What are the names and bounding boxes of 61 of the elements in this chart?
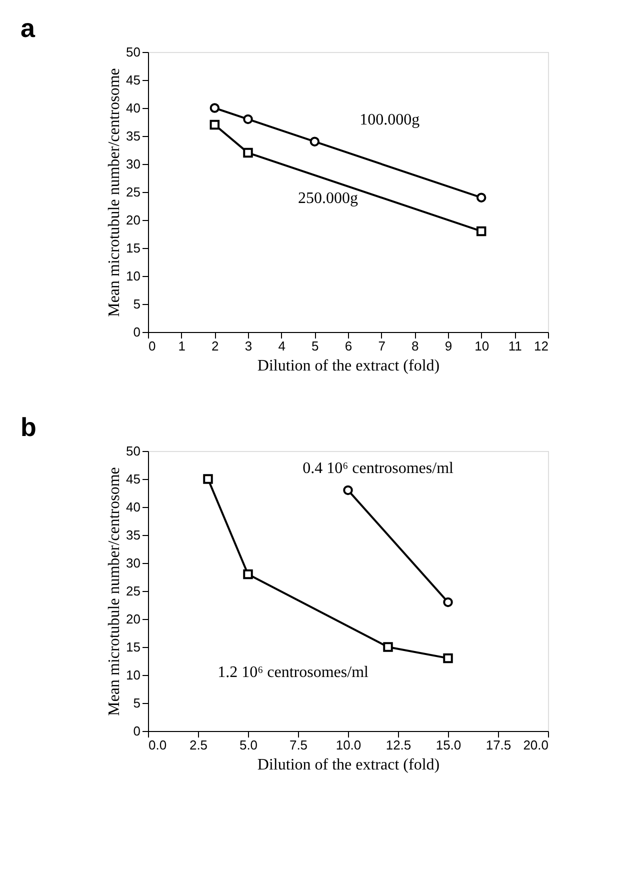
x-tick-label: 7.5 — [289, 738, 308, 752]
chart-title: b — [20, 412, 36, 442]
y-tick-label: 5 — [133, 696, 140, 710]
x-tick-label: 12.5 — [386, 738, 412, 752]
y-tick-label: 20 — [126, 212, 140, 228]
point — [310, 136, 320, 146]
series-label: 250.000g — [298, 190, 358, 207]
x-axis-title: Dilution of the extract (fold) — [257, 756, 440, 774]
x-tick-label: 5.0 — [239, 738, 258, 752]
y-tick-label: 40 — [126, 500, 140, 514]
x-tick-label: 10 — [474, 338, 490, 354]
point — [476, 192, 486, 202]
point — [243, 114, 253, 124]
y-tick-label: 0 — [133, 724, 140, 738]
series-label: 100.000g — [360, 112, 420, 129]
y-tick-label: 25 — [126, 184, 140, 200]
x-tick-label: 15.0 — [436, 738, 462, 752]
x-tick-label: 12 — [534, 338, 548, 354]
y-tick-label: 30 — [126, 556, 140, 570]
y-tick-label: 50 — [126, 44, 140, 60]
point — [210, 103, 220, 113]
x-tick-label: 0.0 — [148, 738, 167, 752]
x-tick-label: 7 — [378, 338, 386, 354]
y-tick-label: 25 — [126, 584, 140, 598]
point — [210, 120, 220, 130]
x-tick-label: 17.5 — [486, 738, 512, 752]
x-tick-label: 8 — [412, 338, 419, 354]
y-tick-label: 35 — [126, 528, 140, 542]
x-tick-label: 9 — [444, 338, 452, 354]
y-tick-label: 10 — [126, 668, 140, 682]
x-tick-label: 20.0 — [523, 738, 548, 752]
x-tick-label: 4 — [278, 338, 286, 354]
text: 0.4 10⁶ centrosomes/ml — [302, 460, 454, 478]
y-tick-label: 45 — [126, 72, 140, 88]
y-tick-label: 5 — [133, 296, 140, 312]
x-tick-label: 3 — [244, 338, 252, 354]
y-tick-label: 20 — [126, 612, 140, 626]
point — [476, 226, 486, 236]
y-axis-title: Mean microtubule number/centrosome — [106, 467, 124, 716]
x-tick-label: 0 — [148, 338, 156, 354]
y-tick-label: 30 — [126, 156, 140, 172]
x-tick-label: 11 — [508, 338, 522, 354]
y-axis-title: Mean microtubule number/centrosome — [106, 68, 124, 317]
y-tick-label: 45 — [126, 472, 140, 486]
series-label: 1.2 10⁶ centrosomes/ml — [218, 664, 369, 681]
x-tick-label: 6 — [344, 338, 352, 354]
y-tick-label: 0 — [133, 324, 140, 340]
x-tick-label: 2 — [212, 338, 219, 354]
chart-title: a — [20, 13, 36, 43]
x-tick-label: 2.5 — [189, 738, 208, 752]
y-tick-label: 10 — [126, 268, 140, 284]
y-tick-label: 40 — [126, 100, 140, 116]
x-tick-label: 1 — [178, 338, 186, 354]
y-tick-label: 15 — [126, 240, 140, 256]
y-tick-label: 35 — [126, 128, 140, 144]
x-tick-label: 10.0 — [336, 738, 362, 752]
x-axis-title: Dilution of the extract (fold) — [257, 358, 440, 374]
point — [243, 148, 253, 158]
y-tick-label: 50 — [126, 444, 140, 458]
y-tick-label: 15 — [126, 640, 140, 654]
x-tick-label: 5 — [312, 338, 319, 354]
